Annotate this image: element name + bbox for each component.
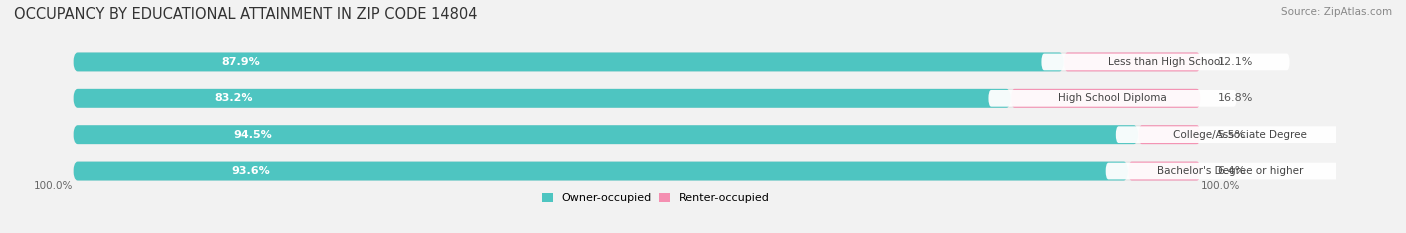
Text: OCCUPANCY BY EDUCATIONAL ATTAINMENT IN ZIP CODE 14804: OCCUPANCY BY EDUCATIONAL ATTAINMENT IN Z… xyxy=(14,7,478,22)
Text: Bachelor's Degree or higher: Bachelor's Degree or higher xyxy=(1157,166,1303,176)
FancyBboxPatch shape xyxy=(73,125,1139,144)
Text: 100.0%: 100.0% xyxy=(1201,181,1240,191)
FancyBboxPatch shape xyxy=(1128,162,1201,181)
Text: High School Diploma: High School Diploma xyxy=(1059,93,1167,103)
Text: Less than High School: Less than High School xyxy=(1108,57,1223,67)
Text: 6.4%: 6.4% xyxy=(1218,166,1246,176)
FancyBboxPatch shape xyxy=(73,125,1201,144)
FancyBboxPatch shape xyxy=(1105,163,1354,179)
Text: 87.9%: 87.9% xyxy=(222,57,260,67)
Text: College/Associate Degree: College/Associate Degree xyxy=(1173,130,1306,140)
FancyBboxPatch shape xyxy=(1064,52,1201,71)
FancyBboxPatch shape xyxy=(73,162,1128,181)
FancyBboxPatch shape xyxy=(1011,89,1201,108)
FancyBboxPatch shape xyxy=(73,52,1201,71)
Text: Source: ZipAtlas.com: Source: ZipAtlas.com xyxy=(1281,7,1392,17)
Text: 16.8%: 16.8% xyxy=(1218,93,1253,103)
Text: 5.5%: 5.5% xyxy=(1218,130,1246,140)
Text: 93.6%: 93.6% xyxy=(232,166,270,176)
Text: 94.5%: 94.5% xyxy=(233,130,271,140)
FancyBboxPatch shape xyxy=(988,90,1237,107)
FancyBboxPatch shape xyxy=(73,52,1064,71)
FancyBboxPatch shape xyxy=(1042,54,1289,70)
FancyBboxPatch shape xyxy=(1116,126,1364,143)
Text: 83.2%: 83.2% xyxy=(214,93,253,103)
FancyBboxPatch shape xyxy=(73,89,1011,108)
Text: 100.0%: 100.0% xyxy=(34,181,73,191)
FancyBboxPatch shape xyxy=(73,89,1201,108)
FancyBboxPatch shape xyxy=(1139,125,1201,144)
Legend: Owner-occupied, Renter-occupied: Owner-occupied, Renter-occupied xyxy=(541,193,769,203)
FancyBboxPatch shape xyxy=(73,162,1201,181)
Text: 12.1%: 12.1% xyxy=(1218,57,1253,67)
